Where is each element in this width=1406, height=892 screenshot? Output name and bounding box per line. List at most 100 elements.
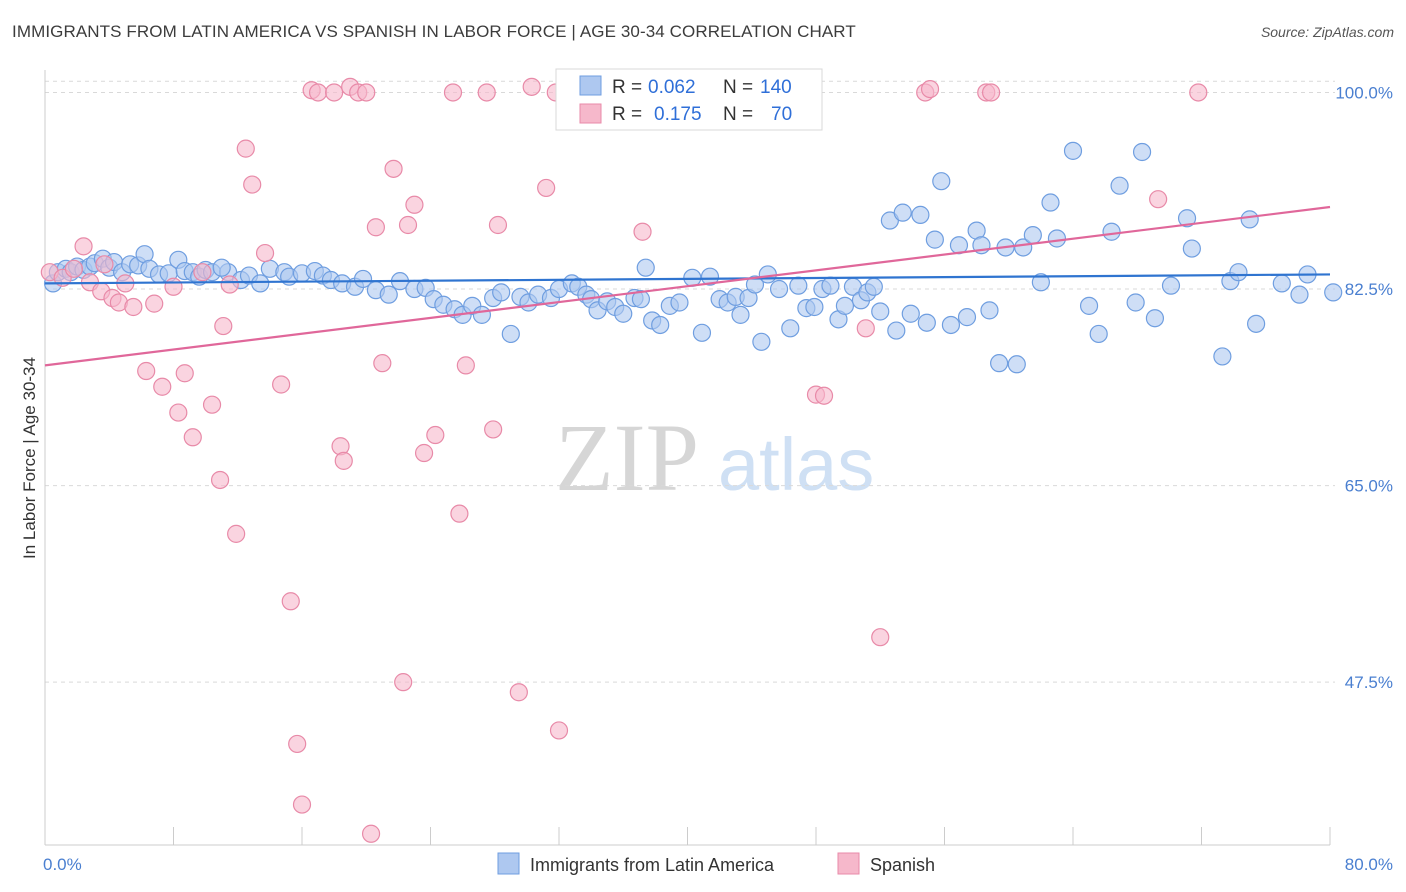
point-spanish xyxy=(334,451,353,470)
point-spanish xyxy=(373,354,392,373)
point-latin-america xyxy=(614,304,633,323)
point-spanish xyxy=(633,222,652,241)
point-spanish xyxy=(509,683,528,702)
point-latin-america xyxy=(1132,142,1152,162)
trend-lines xyxy=(44,205,1331,367)
point-spanish xyxy=(74,237,93,256)
axes: 47.5% 65.0% 82.5% 100.0% 0.0% 80.0% xyxy=(43,70,1393,874)
point-spanish xyxy=(272,375,291,394)
point-latin-america xyxy=(1229,263,1248,282)
point-spanish xyxy=(164,277,183,296)
point-spanish xyxy=(281,592,300,611)
point-spanish xyxy=(366,218,385,237)
point-latin-america xyxy=(700,267,720,286)
point-spanish xyxy=(1149,190,1168,209)
point-latin-america xyxy=(1247,314,1266,333)
point-latin-america xyxy=(670,293,689,312)
point-spanish xyxy=(175,364,194,383)
source-label: Source: ZipAtlas.com xyxy=(1260,24,1394,40)
point-spanish xyxy=(414,443,434,463)
legend-swatch-spanish xyxy=(579,103,602,124)
point-spanish xyxy=(64,259,84,278)
point-spanish xyxy=(484,420,503,439)
point-spanish xyxy=(488,215,508,235)
y-tick-label: 65.0% xyxy=(1345,477,1393,496)
watermark-zip: ZIP xyxy=(555,404,699,511)
point-latin-america xyxy=(1041,193,1060,212)
point-latin-america xyxy=(1023,226,1042,245)
point-spanish xyxy=(549,721,569,740)
point-spanish xyxy=(981,83,1001,102)
point-spanish xyxy=(394,673,413,692)
stats-legend: R = 0.062 N = 140 R = 0.175 N = 70 xyxy=(555,68,823,131)
x-tick-label-max: 80.0% xyxy=(1345,855,1393,874)
x-tick-label-min: 0.0% xyxy=(43,855,82,874)
point-spanish xyxy=(456,356,475,375)
point-latin-america xyxy=(805,297,824,317)
point-spanish xyxy=(357,83,376,102)
point-latin-america xyxy=(1324,283,1343,302)
point-latin-america xyxy=(758,265,777,284)
legend-r-value-spanish: 0.175 xyxy=(654,104,702,125)
point-spanish xyxy=(169,403,188,422)
point-latin-america xyxy=(769,279,789,299)
point-latin-america xyxy=(1063,141,1083,160)
point-spanish xyxy=(124,297,143,317)
point-spanish xyxy=(477,83,496,102)
point-spanish xyxy=(137,361,156,381)
point-spanish xyxy=(202,395,222,414)
point-latin-america xyxy=(901,304,920,323)
point-latin-america xyxy=(692,323,712,342)
point-latin-america xyxy=(990,354,1009,373)
point-spanish xyxy=(292,795,312,814)
point-spanish xyxy=(450,504,469,523)
y-axis-label: In Labor Force | Age 30-34 xyxy=(20,357,39,559)
point-spanish xyxy=(405,195,424,214)
point-latin-america xyxy=(980,301,999,320)
series-legend: Immigrants from Latin America Spanish xyxy=(497,852,935,875)
point-spanish xyxy=(153,377,172,396)
point-latin-america xyxy=(821,276,840,295)
point-spanish xyxy=(325,83,344,102)
point-latin-america xyxy=(1102,222,1121,241)
point-latin-america xyxy=(379,285,398,304)
point-latin-america xyxy=(893,203,912,222)
point-latin-america xyxy=(941,315,961,335)
point-latin-america xyxy=(501,324,520,344)
point-latin-america xyxy=(492,283,511,302)
point-latin-america xyxy=(925,230,944,249)
point-spanish xyxy=(426,425,445,445)
point-latin-america xyxy=(887,321,906,340)
point-latin-america xyxy=(1089,324,1108,344)
watermark-atlas: atlas xyxy=(718,423,874,506)
bottom-legend-swatch-spanish xyxy=(837,852,860,875)
point-latin-america xyxy=(1145,309,1165,328)
data-points xyxy=(40,77,1343,843)
point-spanish xyxy=(522,77,541,96)
point-latin-america xyxy=(781,319,800,338)
point-latin-america xyxy=(1007,355,1026,374)
point-spanish xyxy=(384,159,403,178)
point-latin-america xyxy=(251,274,270,293)
bottom-legend-label-spanish: Spanish xyxy=(870,855,935,875)
point-spanish xyxy=(183,428,202,447)
legend-r-label-spanish: R = xyxy=(612,104,642,125)
point-latin-america xyxy=(1240,210,1259,229)
point-latin-america xyxy=(745,275,765,294)
chart-title: IMMIGRANTS FROM LATIN AMERICA VS SPANISH… xyxy=(12,22,856,41)
legend-swatch-latin xyxy=(579,75,602,96)
point-latin-america xyxy=(1079,296,1099,315)
point-spanish xyxy=(288,734,307,754)
y-tick-label: 100.0% xyxy=(1335,83,1393,102)
point-spanish xyxy=(210,470,230,490)
point-latin-america xyxy=(1182,239,1201,258)
legend-n-label-latin: N = xyxy=(723,77,753,98)
legend-r-label-latin: R = xyxy=(612,77,642,98)
point-latin-america xyxy=(731,305,750,324)
point-latin-america xyxy=(957,308,977,327)
legend-r-value-latin: 0.062 xyxy=(648,77,696,98)
point-latin-america xyxy=(353,269,373,289)
point-spanish xyxy=(145,294,164,313)
point-spanish xyxy=(308,83,328,102)
